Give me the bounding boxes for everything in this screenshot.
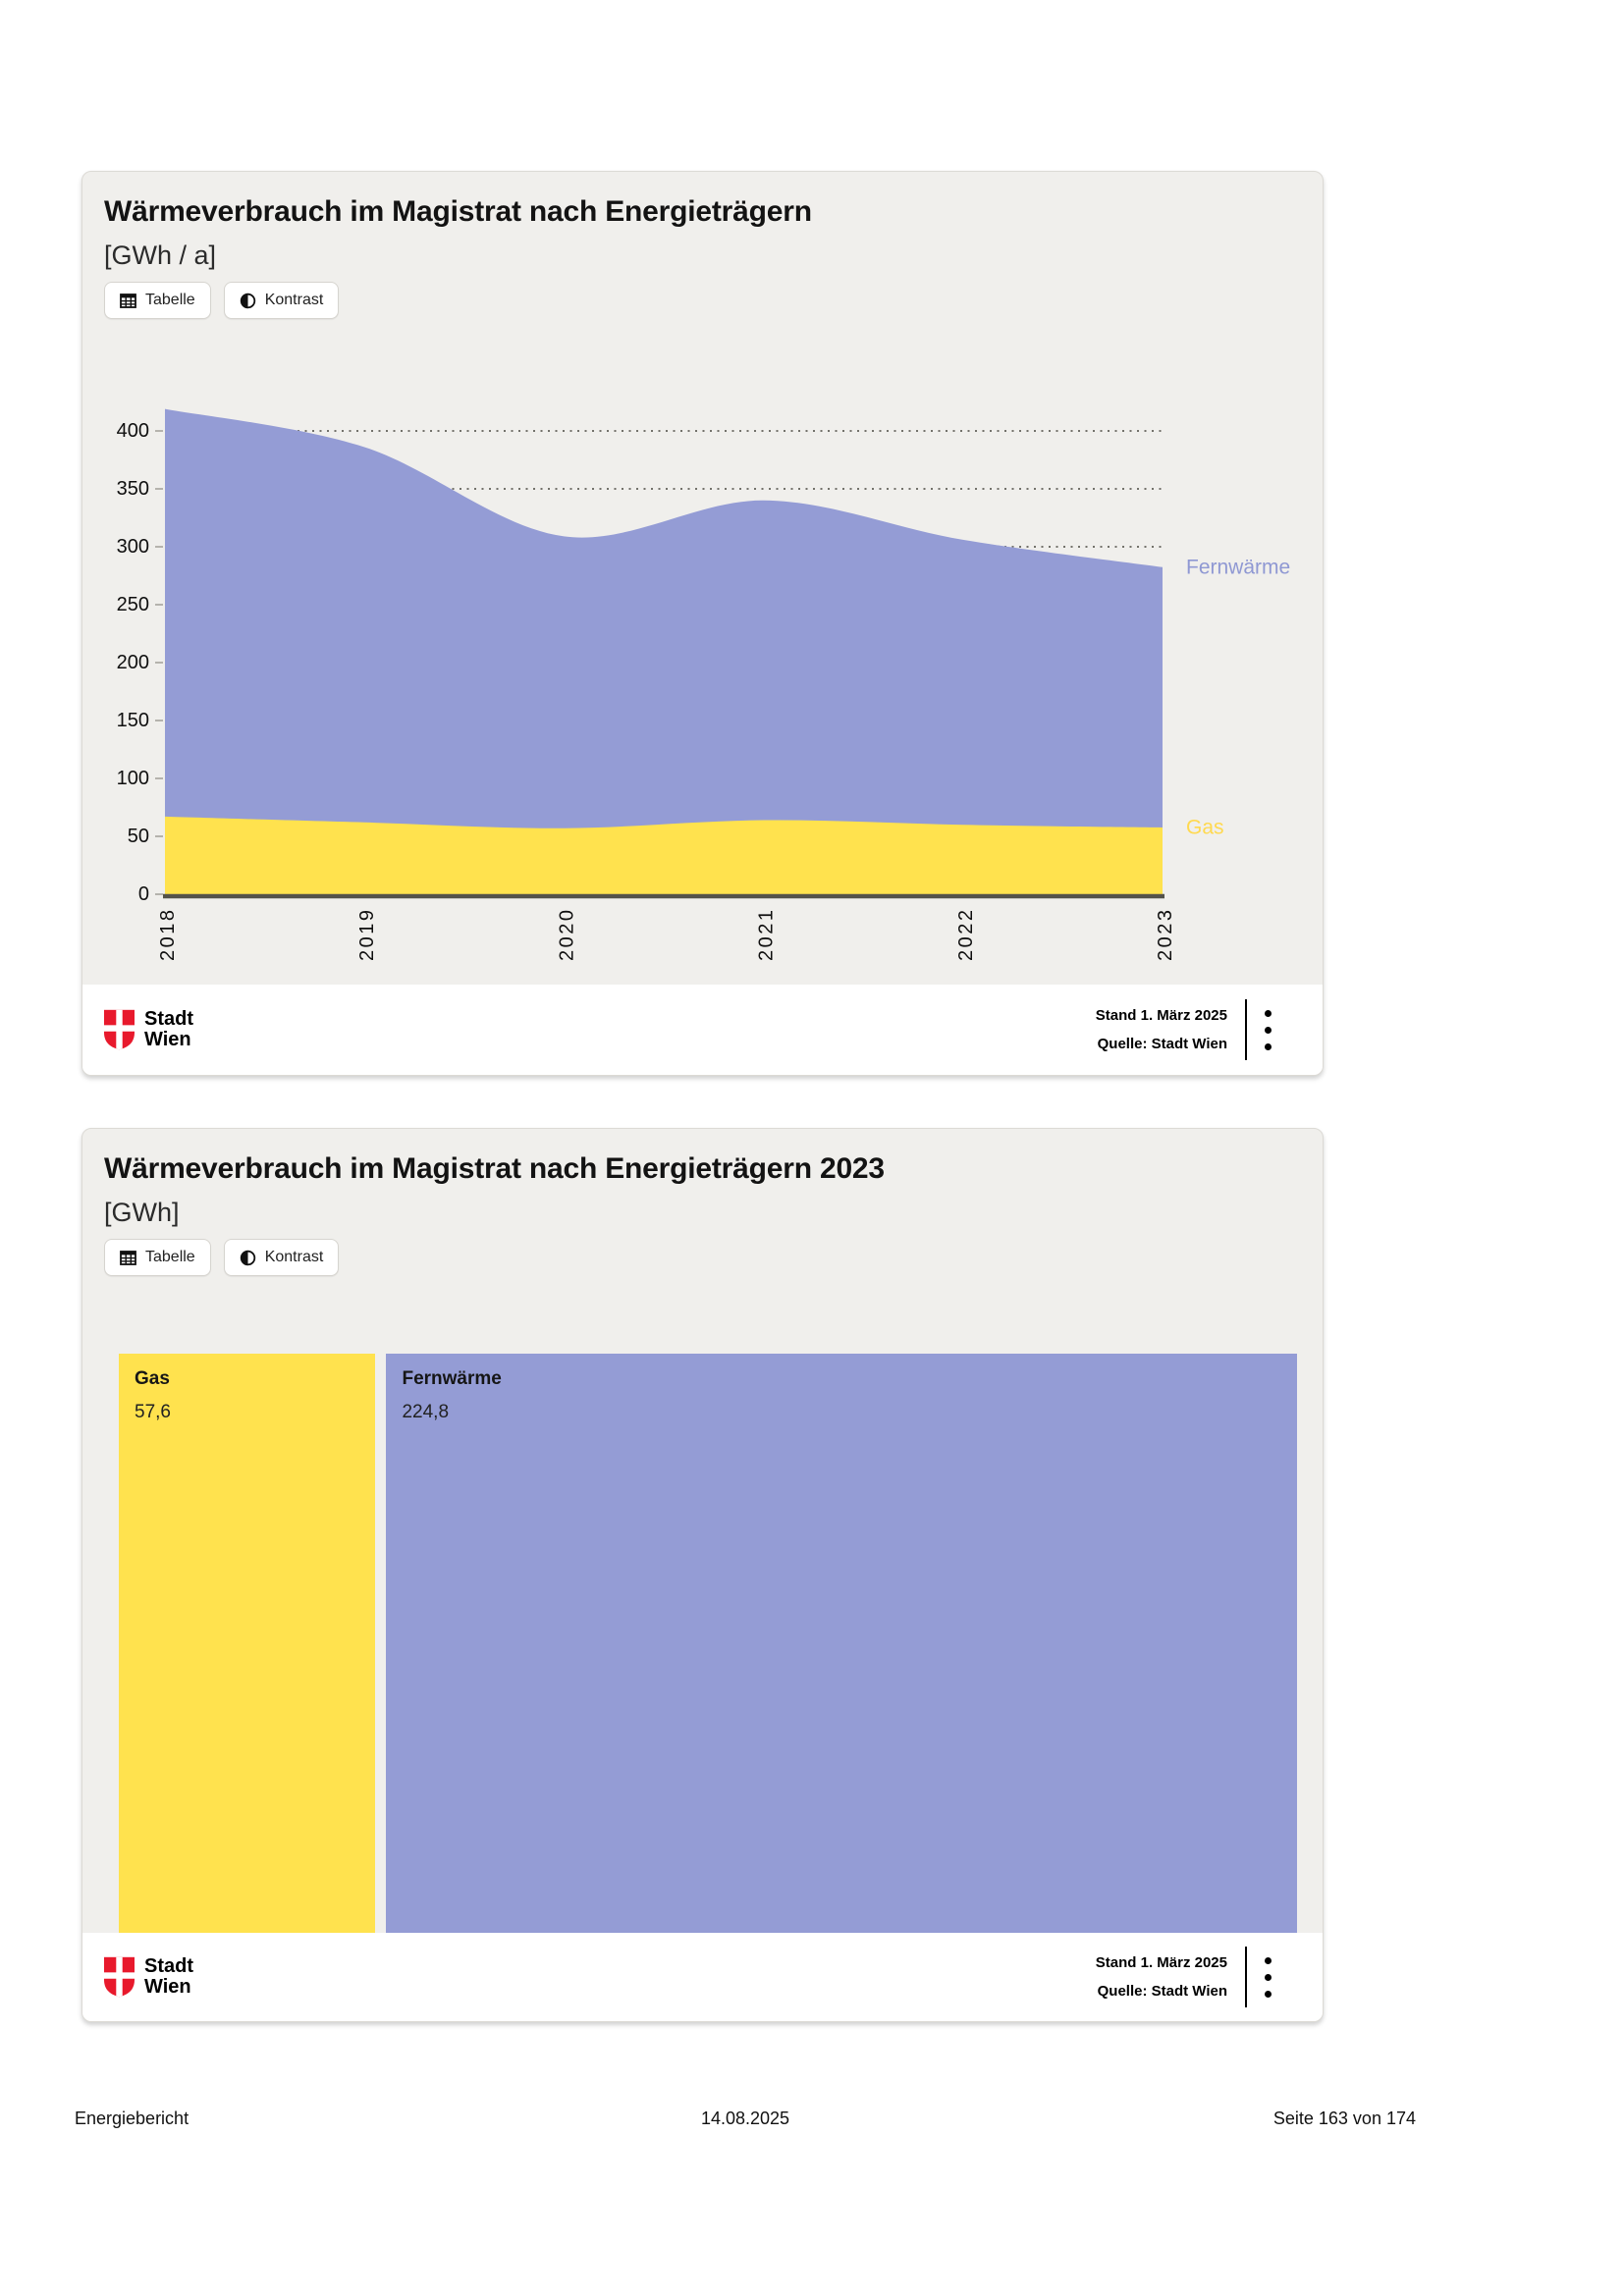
tabelle-button-label: Tabelle [145, 292, 195, 308]
y-axis-label: 150 [117, 710, 149, 731]
treemap-item-gas: Gas 57,6 [119, 1354, 376, 1933]
logo-line1: Stadt [144, 1008, 193, 1030]
kebab-dot [1265, 1973, 1272, 1981]
wien-shield-icon [104, 1009, 135, 1050]
treemap-item-value: 224,8 [402, 1402, 450, 1422]
legend-fernwaerme: Fernwärme [1186, 556, 1290, 578]
chart-title: Wärmeverbrauch im Magistrat nach Energie… [104, 195, 812, 228]
y-axis-label: 400 [117, 420, 149, 442]
treemap-item-label: Gas [135, 1368, 170, 1389]
kontrast-button[interactable]: Kontrast [223, 1239, 340, 1276]
stadt-wien-logo: Stadt Wien [104, 1956, 193, 1998]
kebab-dot [1265, 1026, 1272, 1034]
page-footer-date: 14.08.2025 [700, 2109, 790, 2128]
y-axis-label: 50 [128, 826, 149, 847]
kontrast-button-label: Kontrast [264, 1249, 324, 1265]
kebab-menu-button[interactable] [1261, 1953, 1275, 2002]
card-footer: Stadt Wien Stand 1. März 2025 Quelle: St… [82, 985, 1323, 1075]
legend-gas: Gas [1186, 817, 1224, 839]
chart-unit-subtitle: [GWh] [104, 1198, 180, 1227]
stand-label: Stand 1. März 2025 [1095, 1954, 1227, 1971]
footer-divider [1245, 1947, 1247, 2007]
y-axis-label: 250 [117, 594, 149, 615]
area-fernwaerme [165, 408, 1163, 894]
stadt-wien-wordmark: Stadt Wien [144, 1009, 193, 1050]
kontrast-button[interactable]: Kontrast [223, 282, 340, 319]
kebab-dot [1265, 1009, 1272, 1017]
table-icon [120, 293, 136, 309]
y-axis-label: 200 [117, 652, 149, 673]
chart-unit-subtitle: [GWh / a] [104, 240, 217, 270]
y-axis-label: 350 [117, 478, 149, 500]
table-icon [120, 1250, 136, 1266]
area-gas [165, 816, 1163, 894]
kebab-dot [1265, 1956, 1272, 1964]
logo-line1: Stadt [144, 1955, 193, 1977]
kontrast-button-label: Kontrast [264, 292, 324, 308]
chart-meta: Stand 1. März 2025 Quelle: Stadt Wien [1096, 1949, 1227, 2005]
y-axis-label: 300 [117, 536, 149, 558]
quelle-label: Quelle: Stadt Wien [1097, 1036, 1227, 1052]
treemap-item-fernwaerme: Fernwärme 224,8 [386, 1354, 1297, 1933]
treemap-item-value: 57,6 [135, 1402, 171, 1422]
kebab-dot [1265, 1042, 1272, 1050]
stadt-wien-wordmark: Stadt Wien [144, 1956, 193, 1998]
tabelle-button-label: Tabelle [145, 1249, 195, 1265]
page-footer: Energiebericht 14.08.2025 Seite 163 von … [75, 2109, 1416, 2134]
logo-line2: Wien [144, 1976, 191, 1998]
page-footer-document: Energiebericht [75, 2109, 189, 2128]
x-axis-label: 2021 [756, 908, 778, 962]
stacked-area-chart: 0 50 100 150 200 250 300 350 400 2018 2019 2020 2021… [117, 408, 1290, 962]
y-axis-label: 100 [117, 768, 149, 789]
chart-meta: Stand 1. März 2025 Quelle: Stadt Wien [1096, 1001, 1227, 1058]
tabelle-button[interactable]: Tabelle [104, 1239, 211, 1276]
contrast-icon [240, 1250, 256, 1266]
contrast-icon [240, 293, 256, 309]
wien-shield-icon [104, 1956, 135, 1998]
quelle-label: Quelle: Stadt Wien [1097, 1983, 1227, 2000]
treemap-card: Wärmeverbrauch im Magistrat nach Energie… [81, 1128, 1324, 2022]
area-chart-card: Wärmeverbrauch im Magistrat nach Energie… [81, 171, 1324, 1076]
stand-label: Stand 1. März 2025 [1095, 1007, 1227, 1024]
x-axis-label: 2018 [157, 908, 179, 962]
y-axis-label: 0 [138, 883, 149, 905]
x-axis-label: 2019 [356, 908, 378, 962]
x-axis-label: 2022 [955, 908, 977, 962]
treemap-item-label: Fernwärme [402, 1368, 502, 1389]
x-axis-label: 2023 [1155, 908, 1176, 962]
stadt-wien-logo: Stadt Wien [104, 1009, 193, 1050]
chart-title: Wärmeverbrauch im Magistrat nach Energie… [104, 1152, 885, 1185]
page-footer-pagenum: Seite 163 von 174 [1272, 2109, 1416, 2128]
logo-line2: Wien [144, 1029, 191, 1050]
footer-divider [1245, 999, 1247, 1060]
kebab-menu-button[interactable] [1261, 1006, 1275, 1054]
kebab-dot [1265, 1990, 1272, 1998]
x-axis-label: 2020 [556, 908, 577, 962]
tabelle-button[interactable]: Tabelle [104, 282, 211, 319]
treemap-chart: Gas 57,6 Fernwärme 224,8 [119, 1354, 1297, 1933]
chart-toolbar: Tabelle Kontrast [104, 282, 340, 319]
chart-toolbar: Tabelle Kontrast [104, 1239, 340, 1276]
card-footer: Stadt Wien Stand 1. März 2025 Quelle: St… [82, 1933, 1323, 2021]
